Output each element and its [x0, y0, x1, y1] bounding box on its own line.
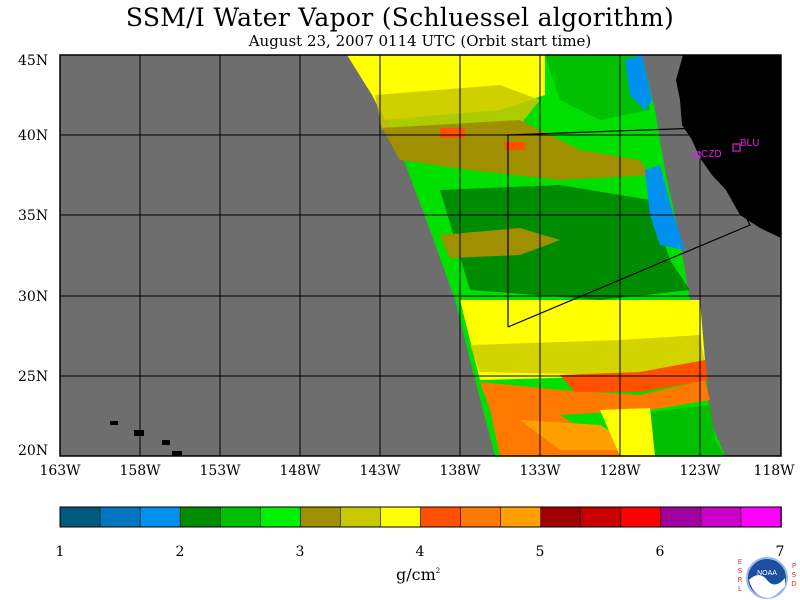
swath-patch: [440, 128, 465, 138]
swath-band: [480, 380, 710, 415]
lon-label: 133W: [519, 463, 561, 479]
land-hawaii: [134, 430, 144, 436]
swath-band: [440, 185, 690, 300]
colorbar-bin: [99, 506, 141, 528]
noaa-badge-text: NOAA: [757, 570, 777, 577]
map-subtitle: August 23, 2007 0114 UTC (Orbit start ti…: [248, 32, 592, 50]
land-hawaii: [172, 451, 182, 456]
colorbar-tick-label: 2: [175, 544, 185, 560]
colorbar-bin: [540, 506, 582, 528]
units-text: g/cm: [396, 565, 436, 584]
colorbar-bin: [139, 506, 181, 528]
swath-band: [440, 228, 560, 258]
colorbar-tick-label: 6: [655, 544, 665, 560]
swath-band: [645, 165, 685, 250]
colorbar-bin: [460, 506, 502, 528]
lon-label: 153W: [199, 463, 241, 479]
noaa-emblem-icon: NOAA: [746, 557, 788, 599]
station-label-blu: BLU: [740, 138, 759, 149]
lon-label: 128W: [599, 463, 641, 479]
colorbar: [59, 506, 782, 528]
colorbar-bin: [740, 506, 782, 528]
colorbar-bin: [219, 506, 262, 528]
land-hawaii: [110, 421, 118, 425]
lat-label: 35N: [18, 208, 49, 224]
colorbar-bin: [179, 506, 222, 528]
colorbar-bin: [340, 506, 382, 528]
lat-label: 30N: [18, 289, 49, 305]
colorbar-frame: [59, 506, 782, 528]
map-title: SSM/I Water Vapor (Schluessel algorithm): [125, 3, 675, 32]
units-superscript: 2: [435, 567, 441, 575]
lon-label: 118W: [753, 463, 795, 479]
swath-band: [470, 335, 705, 375]
colorbar-units: g/cm2: [396, 562, 440, 584]
lon-label: 163W: [39, 463, 81, 479]
lon-label: 138W: [439, 463, 481, 479]
colorbar-tick-label: 7: [775, 544, 785, 560]
colorbar-bin: [259, 506, 302, 528]
colorbar-tick-label: 3: [295, 544, 305, 560]
colorbar-tick-label: 4: [415, 544, 425, 560]
swath-band: [545, 55, 650, 120]
land-california: [676, 55, 781, 238]
lat-label: 45N: [18, 53, 49, 69]
colorbar-tick-label: 5: [535, 544, 545, 560]
colorbar-bin: [420, 506, 462, 528]
swath-band: [520, 420, 640, 450]
lat-label: 20N: [18, 443, 49, 459]
swath-band: [650, 405, 725, 456]
lat-label: 40N: [18, 128, 49, 144]
map-grid: [60, 55, 781, 456]
colorbar-bin: [620, 506, 662, 528]
colorbar-bin: [380, 506, 422, 528]
station-label-czd: CZD: [701, 149, 722, 160]
lon-label: 123W: [679, 463, 721, 479]
station-marker-czd: [693, 151, 701, 159]
colorbar-bin: [500, 506, 542, 528]
colorbar-bin: [660, 506, 702, 528]
swath-band: [375, 85, 540, 130]
station-marker-blu: [732, 143, 741, 152]
lon-label: 158W: [119, 463, 161, 479]
lat-label: 25N: [18, 369, 49, 385]
colorbar-tick-label: 1: [55, 544, 65, 560]
swath-band: [625, 55, 652, 110]
land-hawaii: [162, 440, 170, 445]
domain-outline: [507, 127, 751, 328]
lon-label: 148W: [279, 463, 321, 479]
colorbar-bin: [700, 506, 742, 528]
colorbar-bin: [59, 506, 101, 528]
lon-label: 143W: [359, 463, 401, 479]
swath-patch: [505, 142, 525, 150]
swath-band: [600, 408, 655, 456]
colorbar-bin: [300, 506, 342, 528]
colorbar-bin: [580, 506, 622, 528]
map-frame: [59, 54, 782, 457]
